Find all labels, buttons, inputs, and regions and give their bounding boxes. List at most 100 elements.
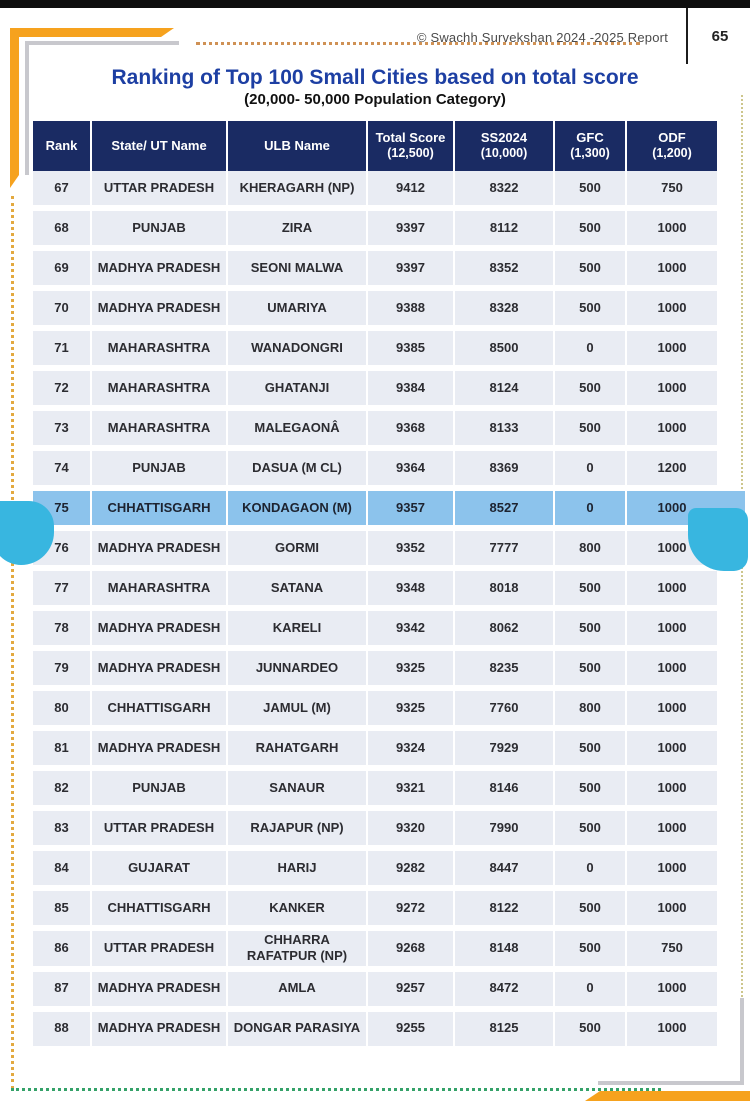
cell-gfc: 500 bbox=[555, 731, 627, 765]
top-black-bar bbox=[0, 0, 750, 8]
table-row-rank-77: 77 MAHARASHTRA SATANA 9348 8018 500 1000 bbox=[33, 571, 717, 605]
cell-odf: 1000 bbox=[627, 291, 717, 325]
cell-state: MADHYA PRADESH bbox=[92, 731, 228, 765]
cell-rank: 77 bbox=[33, 571, 92, 605]
table-row-rank-84: 84 GUJARAT HARIJ 9282 8447 0 1000 bbox=[33, 851, 717, 885]
corner-accent-bottom-right-gray-horizontal bbox=[598, 1081, 744, 1085]
table-row-rank-81: 81 MADHYA PRADESH RAHATGARH 9324 7929 500 1000 bbox=[33, 731, 717, 765]
cell-ss2024: 8500 bbox=[455, 331, 555, 365]
cell-ulb: JAMUL (M) bbox=[228, 691, 368, 725]
cell-gfc: 500 bbox=[555, 611, 627, 645]
cell-total: 9397 bbox=[368, 251, 455, 285]
cell-state: MAHARASHTRA bbox=[92, 571, 228, 605]
cell-odf: 1000 bbox=[627, 811, 717, 845]
cell-ulb: ZIRA bbox=[228, 211, 368, 245]
cell-ss2024: 8352 bbox=[455, 251, 555, 285]
cell-total: 9397 bbox=[368, 211, 455, 245]
cell-ulb: GHATANJI bbox=[228, 371, 368, 405]
cell-gfc: 500 bbox=[555, 571, 627, 605]
cell-odf: 1000 bbox=[627, 651, 717, 685]
cell-total: 9325 bbox=[368, 691, 455, 725]
cell-ss2024: 8328 bbox=[455, 291, 555, 325]
cell-ulb: MALEGAONÂ bbox=[228, 411, 368, 445]
table-row-rank-85: 85 CHHATTISGARH KANKER 9272 8122 500 1000 bbox=[33, 891, 717, 925]
table-row-rank-75: 75 CHHATTISGARH KONDAGAON (M) 9357 8527 0 1000 bbox=[33, 491, 745, 525]
cell-state: MADHYA PRADESH bbox=[92, 971, 228, 1006]
page-title: Ranking of Top 100 Small Cities based on… bbox=[111, 66, 639, 89]
cell-rank: 72 bbox=[33, 371, 92, 405]
cell-ulb: RAHATGARH bbox=[228, 731, 368, 765]
cell-ss2024: 8146 bbox=[455, 771, 555, 805]
cell-gfc: 800 bbox=[555, 531, 627, 565]
cell-ss2024: 8062 bbox=[455, 611, 555, 645]
cell-gfc: 0 bbox=[555, 451, 627, 485]
cell-odf: 1000 bbox=[627, 251, 717, 285]
corner-accent-top-left-orange-horizontal bbox=[10, 28, 174, 37]
cell-gfc: 500 bbox=[555, 411, 627, 445]
cell-ulb: SANAUR bbox=[228, 771, 368, 805]
page-number-divider bbox=[686, 8, 688, 64]
cell-rank: 74 bbox=[33, 451, 92, 485]
column-header-ss2024: SS2024 (10,000) bbox=[455, 121, 555, 171]
cell-state: PUNJAB bbox=[92, 451, 228, 485]
cell-gfc: 500 bbox=[555, 371, 627, 405]
cell-ulb: KHERAGARH (NP) bbox=[228, 171, 368, 205]
cell-ulb: CHHARRA RAFATPUR (NP) bbox=[228, 931, 368, 966]
cell-gfc: 500 bbox=[555, 931, 627, 966]
cell-rank: 82 bbox=[33, 771, 92, 805]
cell-rank: 80 bbox=[33, 691, 92, 725]
cell-gfc: 500 bbox=[555, 811, 627, 845]
table-row-rank-72: 72 MAHARASHTRA GHATANJI 9384 8124 500 1000 bbox=[33, 371, 717, 405]
column-header-ulb-name: ULB Name bbox=[228, 121, 368, 171]
cell-total: 9321 bbox=[368, 771, 455, 805]
table-row-rank-70: 70 MADHYA PRADESH UMARIYA 9388 8328 500 1000 bbox=[33, 291, 717, 325]
dotted-border-top bbox=[196, 42, 640, 45]
cell-ss2024: 8124 bbox=[455, 371, 555, 405]
cell-odf: 1000 bbox=[627, 1011, 717, 1046]
table-row-rank-87: 87 MADHYA PRADESH AMLA 9257 8472 0 1000 bbox=[33, 971, 717, 1006]
table-row-rank-71: 71 MAHARASHTRA WANADONGRI 9385 8500 0 1000 bbox=[33, 331, 717, 365]
cell-odf: 750 bbox=[627, 931, 717, 966]
cell-state: PUNJAB bbox=[92, 211, 228, 245]
table-row-rank-73: 73 MAHARASHTRA MALEGAONÂ 9368 8133 500 1000 bbox=[33, 411, 717, 445]
cell-odf: 1000 bbox=[627, 771, 717, 805]
cell-total: 9255 bbox=[368, 1011, 455, 1046]
cell-state: MADHYA PRADESH bbox=[92, 651, 228, 685]
table-row-rank-88: 88 MADHYA PRADESH DONGAR PARASIYA 9255 8125 5… bbox=[33, 1011, 717, 1046]
cell-odf: 1000 bbox=[627, 611, 717, 645]
table-header-row: Rank State/ UT Name ULB Name Total Score (12… bbox=[33, 121, 717, 171]
cell-state: PUNJAB bbox=[92, 771, 228, 805]
cell-ss2024: 7777 bbox=[455, 531, 555, 565]
cell-gfc: 500 bbox=[555, 1011, 627, 1046]
cell-rank: 85 bbox=[33, 891, 92, 925]
cell-ss2024: 7760 bbox=[455, 691, 555, 725]
cell-rank: 88 bbox=[33, 1011, 92, 1046]
cell-rank: 68 bbox=[33, 211, 92, 245]
cell-gfc: 500 bbox=[555, 891, 627, 925]
cell-ss2024: 8322 bbox=[455, 171, 555, 205]
cell-state: MADHYA PRADESH bbox=[92, 1011, 228, 1046]
cell-odf: 1000 bbox=[627, 211, 717, 245]
cell-gfc: 500 bbox=[555, 211, 627, 245]
cell-ulb: DASUA (M CL) bbox=[228, 451, 368, 485]
cell-ulb: UMARIYA bbox=[228, 291, 368, 325]
cell-ulb: KANKER bbox=[228, 891, 368, 925]
cell-state: MADHYA PRADESH bbox=[92, 531, 228, 565]
cell-ulb: GORMI bbox=[228, 531, 368, 565]
dotted-border-left bbox=[11, 196, 14, 1089]
table-row-rank-67: 67 UTTAR PRADESH KHERAGARH (NP) 9412 8322 500… bbox=[33, 171, 717, 205]
cell-total: 9412 bbox=[368, 171, 455, 205]
cell-odf: 1000 bbox=[627, 971, 717, 1006]
cell-total: 9357 bbox=[368, 491, 455, 525]
cell-gfc: 800 bbox=[555, 691, 627, 725]
ranking-table: Rank State/ UT Name ULB Name Total Score (12… bbox=[33, 121, 745, 1052]
cell-total: 9385 bbox=[368, 331, 455, 365]
cell-state: MAHARASHTRA bbox=[92, 371, 228, 405]
dotted-border-bottom bbox=[11, 1088, 661, 1091]
table-row-rank-80: 80 CHHATTISGARH JAMUL (M) 9325 7760 800 1000 bbox=[33, 691, 717, 725]
cell-ss2024: 8122 bbox=[455, 891, 555, 925]
cell-odf: 1000 bbox=[627, 371, 717, 405]
cell-gfc: 0 bbox=[555, 491, 627, 525]
cell-ulb: KARELI bbox=[228, 611, 368, 645]
